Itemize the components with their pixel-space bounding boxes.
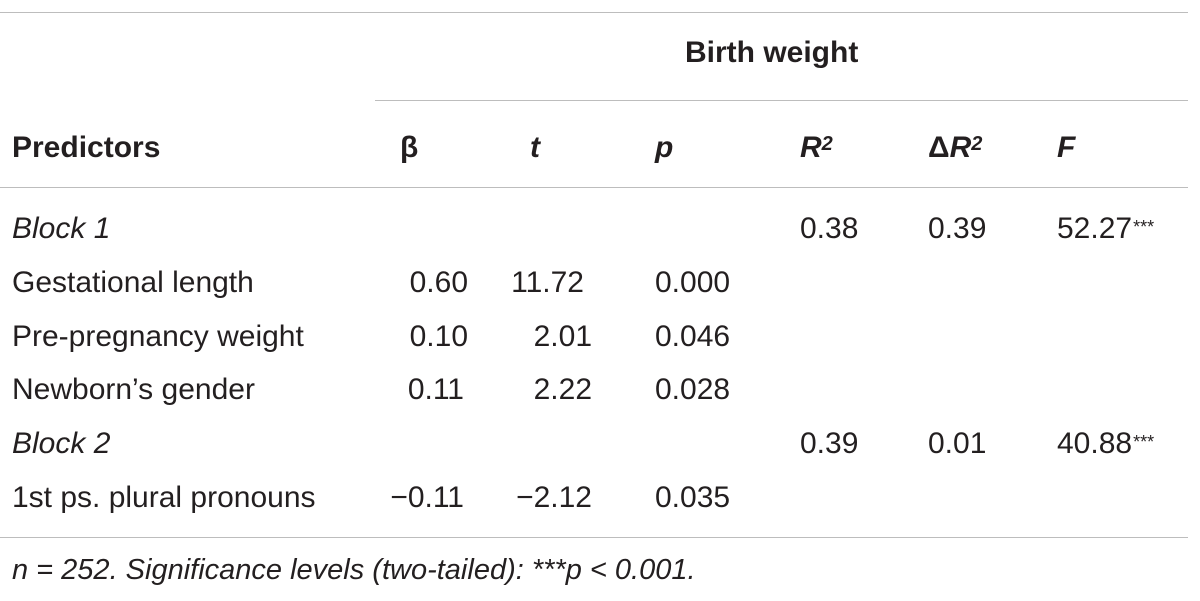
cell-beta: 0.10 <box>409 320 468 353</box>
group-header-rule <box>375 100 1188 101</box>
cell-beta: −0.11 <box>390 481 464 514</box>
table-footnote: n = 252. Significance levels (two-tailed… <box>12 554 696 586</box>
cell-delta-r-squared: 0.39 <box>928 212 987 245</box>
row-label: Gestational length <box>12 266 254 299</box>
row-label: 1st ps. plural pronouns <box>12 481 316 514</box>
column-header-beta: β <box>400 131 419 164</box>
group-header-birth-weight: Birth weight <box>685 36 859 69</box>
cell-p: 0.028 <box>655 373 731 406</box>
cell-f: 52.27*** <box>1057 212 1155 245</box>
row-label: Newborn’s gender <box>12 373 255 406</box>
cell-beta: 0.11 <box>407 373 464 406</box>
cell-t: 2.22 <box>533 373 592 406</box>
row-label: Block 1 <box>12 212 111 245</box>
row-label: Pre-pregnancy weight <box>12 320 304 353</box>
column-header-predictors: Predictors <box>12 131 161 164</box>
column-header-r-squared: R2 <box>800 131 833 164</box>
column-header-t: t <box>530 131 540 164</box>
cell-t: −2.12 <box>516 481 592 514</box>
table-top-rule <box>0 12 1188 13</box>
table-bottom-rule <box>0 537 1188 538</box>
cell-p: 0.000 <box>655 266 731 299</box>
column-header-f: F <box>1057 131 1076 164</box>
cell-delta-r-squared: 0.01 <box>928 427 987 460</box>
cell-f: 40.88*** <box>1057 427 1155 460</box>
cell-r-squared: 0.38 <box>800 212 859 245</box>
cell-beta: 0.60 <box>409 266 468 299</box>
cell-t: 2.01 <box>533 320 592 353</box>
row-label: Block 2 <box>12 427 111 460</box>
column-header-rule <box>0 187 1188 188</box>
cell-p: 0.046 <box>655 320 731 353</box>
cell-r-squared: 0.39 <box>800 427 859 460</box>
cell-p: 0.035 <box>655 481 731 514</box>
column-header-delta-r-squared: ΔR2 <box>928 131 983 164</box>
cell-t: 11.72 <box>511 266 584 299</box>
column-header-p: p <box>655 131 674 164</box>
